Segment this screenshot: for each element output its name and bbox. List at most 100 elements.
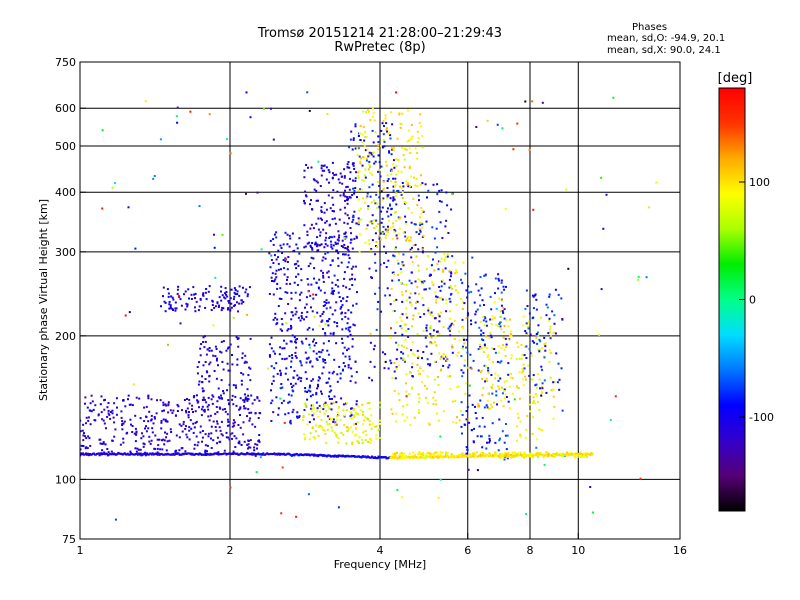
x-tick-label: 6 xyxy=(464,544,471,557)
data-point xyxy=(346,402,348,405)
data-point xyxy=(326,428,329,431)
data-point xyxy=(389,226,392,229)
data-point xyxy=(609,418,612,421)
data-point xyxy=(385,252,387,254)
data-point xyxy=(387,132,390,135)
data-point xyxy=(400,290,403,293)
data-point xyxy=(473,427,475,430)
data-point xyxy=(203,398,206,401)
data-point xyxy=(501,392,504,395)
data-point xyxy=(376,457,379,460)
data-point xyxy=(202,396,205,399)
data-point xyxy=(332,331,335,334)
data-point xyxy=(371,214,374,217)
data-point xyxy=(451,400,454,403)
data-point xyxy=(549,376,552,379)
data-point xyxy=(483,344,486,347)
data-point xyxy=(358,220,361,223)
data-point xyxy=(337,441,340,444)
data-point xyxy=(344,199,346,202)
data-point xyxy=(141,432,143,435)
data-point xyxy=(327,353,330,356)
data-point xyxy=(504,393,507,396)
data-point xyxy=(492,361,495,364)
data-point xyxy=(426,387,429,390)
data-point xyxy=(277,268,280,271)
data-point xyxy=(227,436,230,439)
data-point xyxy=(532,456,535,459)
data-point xyxy=(220,309,223,312)
data-point xyxy=(521,353,524,356)
data-point xyxy=(353,189,356,192)
data-point xyxy=(485,335,488,338)
data-point xyxy=(323,291,326,294)
data-point xyxy=(224,410,227,413)
data-point xyxy=(527,364,530,367)
data-point xyxy=(327,320,330,323)
data-point xyxy=(484,317,487,320)
data-point xyxy=(286,268,289,271)
data-point xyxy=(167,292,170,295)
data-point xyxy=(165,436,168,439)
data-point xyxy=(156,453,159,456)
data-point xyxy=(309,244,312,247)
data-point xyxy=(428,312,431,315)
data-point xyxy=(329,235,332,238)
data-point xyxy=(468,291,470,294)
data-point xyxy=(350,232,352,235)
data-point xyxy=(284,372,287,375)
data-point xyxy=(182,423,185,426)
data-point xyxy=(423,280,426,283)
data-point xyxy=(249,367,252,370)
data-point xyxy=(479,320,482,323)
data-point xyxy=(415,177,418,180)
data-point xyxy=(553,405,556,408)
data-point xyxy=(434,399,437,402)
data-point xyxy=(328,398,331,400)
data-point xyxy=(303,318,305,321)
data-point xyxy=(417,452,420,455)
data-point xyxy=(277,305,280,307)
data-point xyxy=(357,174,360,177)
data-point xyxy=(239,407,242,410)
data-point xyxy=(196,366,199,368)
data-point xyxy=(548,295,551,298)
data-point xyxy=(403,419,406,422)
data-point xyxy=(278,297,281,300)
data-point xyxy=(229,433,232,436)
data-point xyxy=(506,434,509,437)
data-point xyxy=(272,238,275,241)
data-point xyxy=(496,360,499,363)
data-point xyxy=(351,443,354,445)
data-point xyxy=(537,427,540,430)
data-point xyxy=(454,272,457,275)
data-point xyxy=(402,357,405,360)
data-point xyxy=(217,451,220,454)
data-point xyxy=(360,218,363,221)
data-point xyxy=(395,165,398,167)
data-point xyxy=(339,307,342,310)
data-point xyxy=(540,428,543,431)
data-point xyxy=(467,312,469,315)
data-point xyxy=(523,451,526,454)
data-point xyxy=(344,189,346,192)
data-point xyxy=(399,216,402,219)
data-point xyxy=(220,379,223,382)
data-point xyxy=(216,411,219,414)
data-point xyxy=(342,246,345,249)
data-point xyxy=(272,280,275,283)
data-point xyxy=(479,304,482,307)
data-point xyxy=(420,207,423,209)
data-point xyxy=(342,284,345,287)
data-point xyxy=(397,262,400,265)
data-point xyxy=(280,512,283,515)
data-point xyxy=(361,438,363,441)
data-point xyxy=(344,312,347,315)
data-point xyxy=(325,299,328,302)
data-point xyxy=(403,231,406,234)
data-point xyxy=(392,177,395,180)
data-point xyxy=(204,306,207,309)
data-point xyxy=(493,316,496,319)
data-point xyxy=(380,210,383,213)
data-point xyxy=(455,269,458,272)
